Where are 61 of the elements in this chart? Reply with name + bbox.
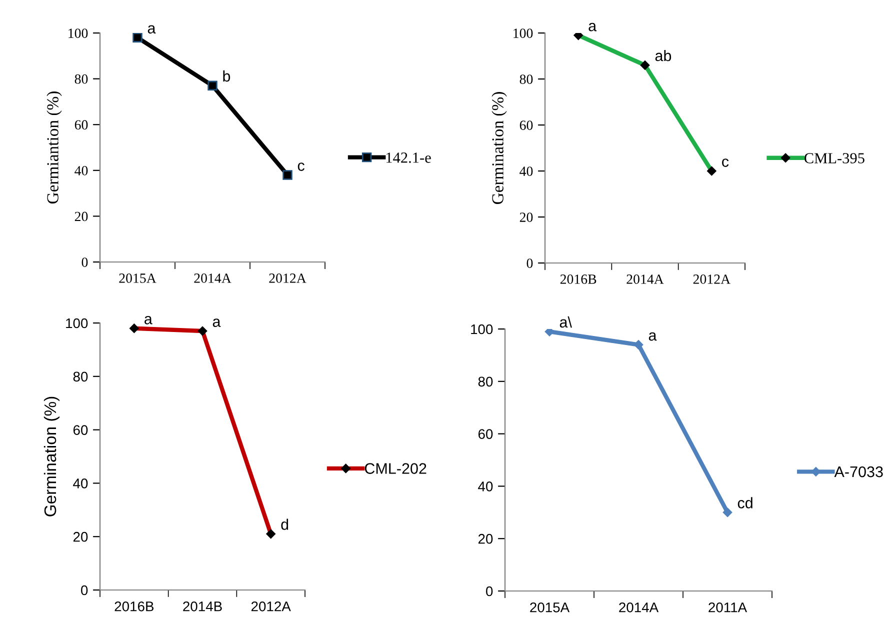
y-tick-label: 0 bbox=[486, 586, 493, 596]
legend-label: A-7033 bbox=[834, 466, 883, 478]
y-tick-label: 40 bbox=[74, 166, 88, 176]
annotation: cd bbox=[738, 497, 752, 508]
annotation: a bbox=[148, 25, 156, 34]
y-tick-label: 80 bbox=[478, 376, 493, 387]
y-tick-label: 40 bbox=[478, 482, 493, 492]
x-tick-label: 2012A bbox=[693, 274, 730, 284]
annotation: d bbox=[281, 518, 288, 530]
y-tick-label: 100 bbox=[66, 318, 88, 328]
annotation: a bbox=[212, 318, 221, 327]
x-tick-label: 2011A bbox=[708, 602, 748, 612]
y-tick-label: 80 bbox=[73, 372, 88, 382]
x-tick-label: 2015A bbox=[530, 602, 570, 612]
y-axis-title: Germiantion (%) bbox=[46, 92, 62, 204]
point bbox=[208, 80, 218, 91]
x-tick-label: 2014B bbox=[183, 601, 222, 612]
y-tick-label: 40 bbox=[520, 166, 533, 176]
annotation: a bbox=[144, 316, 152, 324]
y-tick-label: 80 bbox=[520, 74, 533, 84]
x-tick-label: 2016B bbox=[560, 274, 596, 284]
y-tick-label: 20 bbox=[74, 212, 88, 222]
annotation: c bbox=[298, 162, 304, 171]
point bbox=[634, 340, 644, 350]
y-tick-label: 20 bbox=[520, 212, 533, 222]
y-tick-label: 60 bbox=[520, 120, 533, 130]
y-tick-label: 20 bbox=[73, 532, 88, 542]
point bbox=[132, 33, 142, 42]
legend-label: 142.1-e bbox=[386, 152, 431, 163]
annotation: b bbox=[223, 70, 230, 82]
point bbox=[544, 329, 554, 336]
annotation: a bbox=[648, 332, 657, 341]
y-tick-label: 0 bbox=[81, 585, 88, 596]
annotation: a bbox=[588, 22, 597, 32]
y-tick-label: 60 bbox=[74, 120, 88, 130]
y-tick-label: 100 bbox=[68, 28, 88, 38]
point bbox=[282, 170, 292, 180]
x-tick-label: 2014A bbox=[194, 274, 232, 283]
x-tick-label: 2012A bbox=[251, 601, 291, 612]
x-tick-label: 2012A bbox=[269, 274, 306, 283]
y-tick-label: 100 bbox=[471, 324, 493, 334]
y-axis-title: Germination (%) bbox=[492, 92, 507, 204]
y-tick-label: 20 bbox=[478, 534, 493, 544]
y-tick-label: 80 bbox=[74, 74, 88, 84]
x-tick-label: 2014A bbox=[626, 274, 664, 284]
y-tick-label: 0 bbox=[82, 258, 88, 267]
y-tick-label: 100 bbox=[514, 28, 533, 38]
annotation: c bbox=[722, 158, 729, 167]
x-tick-label: 2015A bbox=[119, 274, 156, 283]
point bbox=[722, 508, 732, 518]
y-tick-label: 60 bbox=[478, 429, 493, 439]
x-tick-label: 2016B bbox=[114, 601, 154, 612]
x-tick-label: 2014A bbox=[619, 602, 659, 612]
annotation: ab bbox=[655, 50, 672, 62]
legend-label: CML-202 bbox=[364, 463, 426, 474]
y-tick-label: 0 bbox=[526, 258, 533, 268]
y-tick-label: 40 bbox=[73, 478, 88, 488]
y-axis-title: Germination (%) bbox=[44, 396, 60, 516]
annotation: a\ bbox=[560, 316, 572, 328]
y-tick-label: 60 bbox=[73, 425, 88, 435]
legend-label: CML-395 bbox=[804, 153, 864, 164]
